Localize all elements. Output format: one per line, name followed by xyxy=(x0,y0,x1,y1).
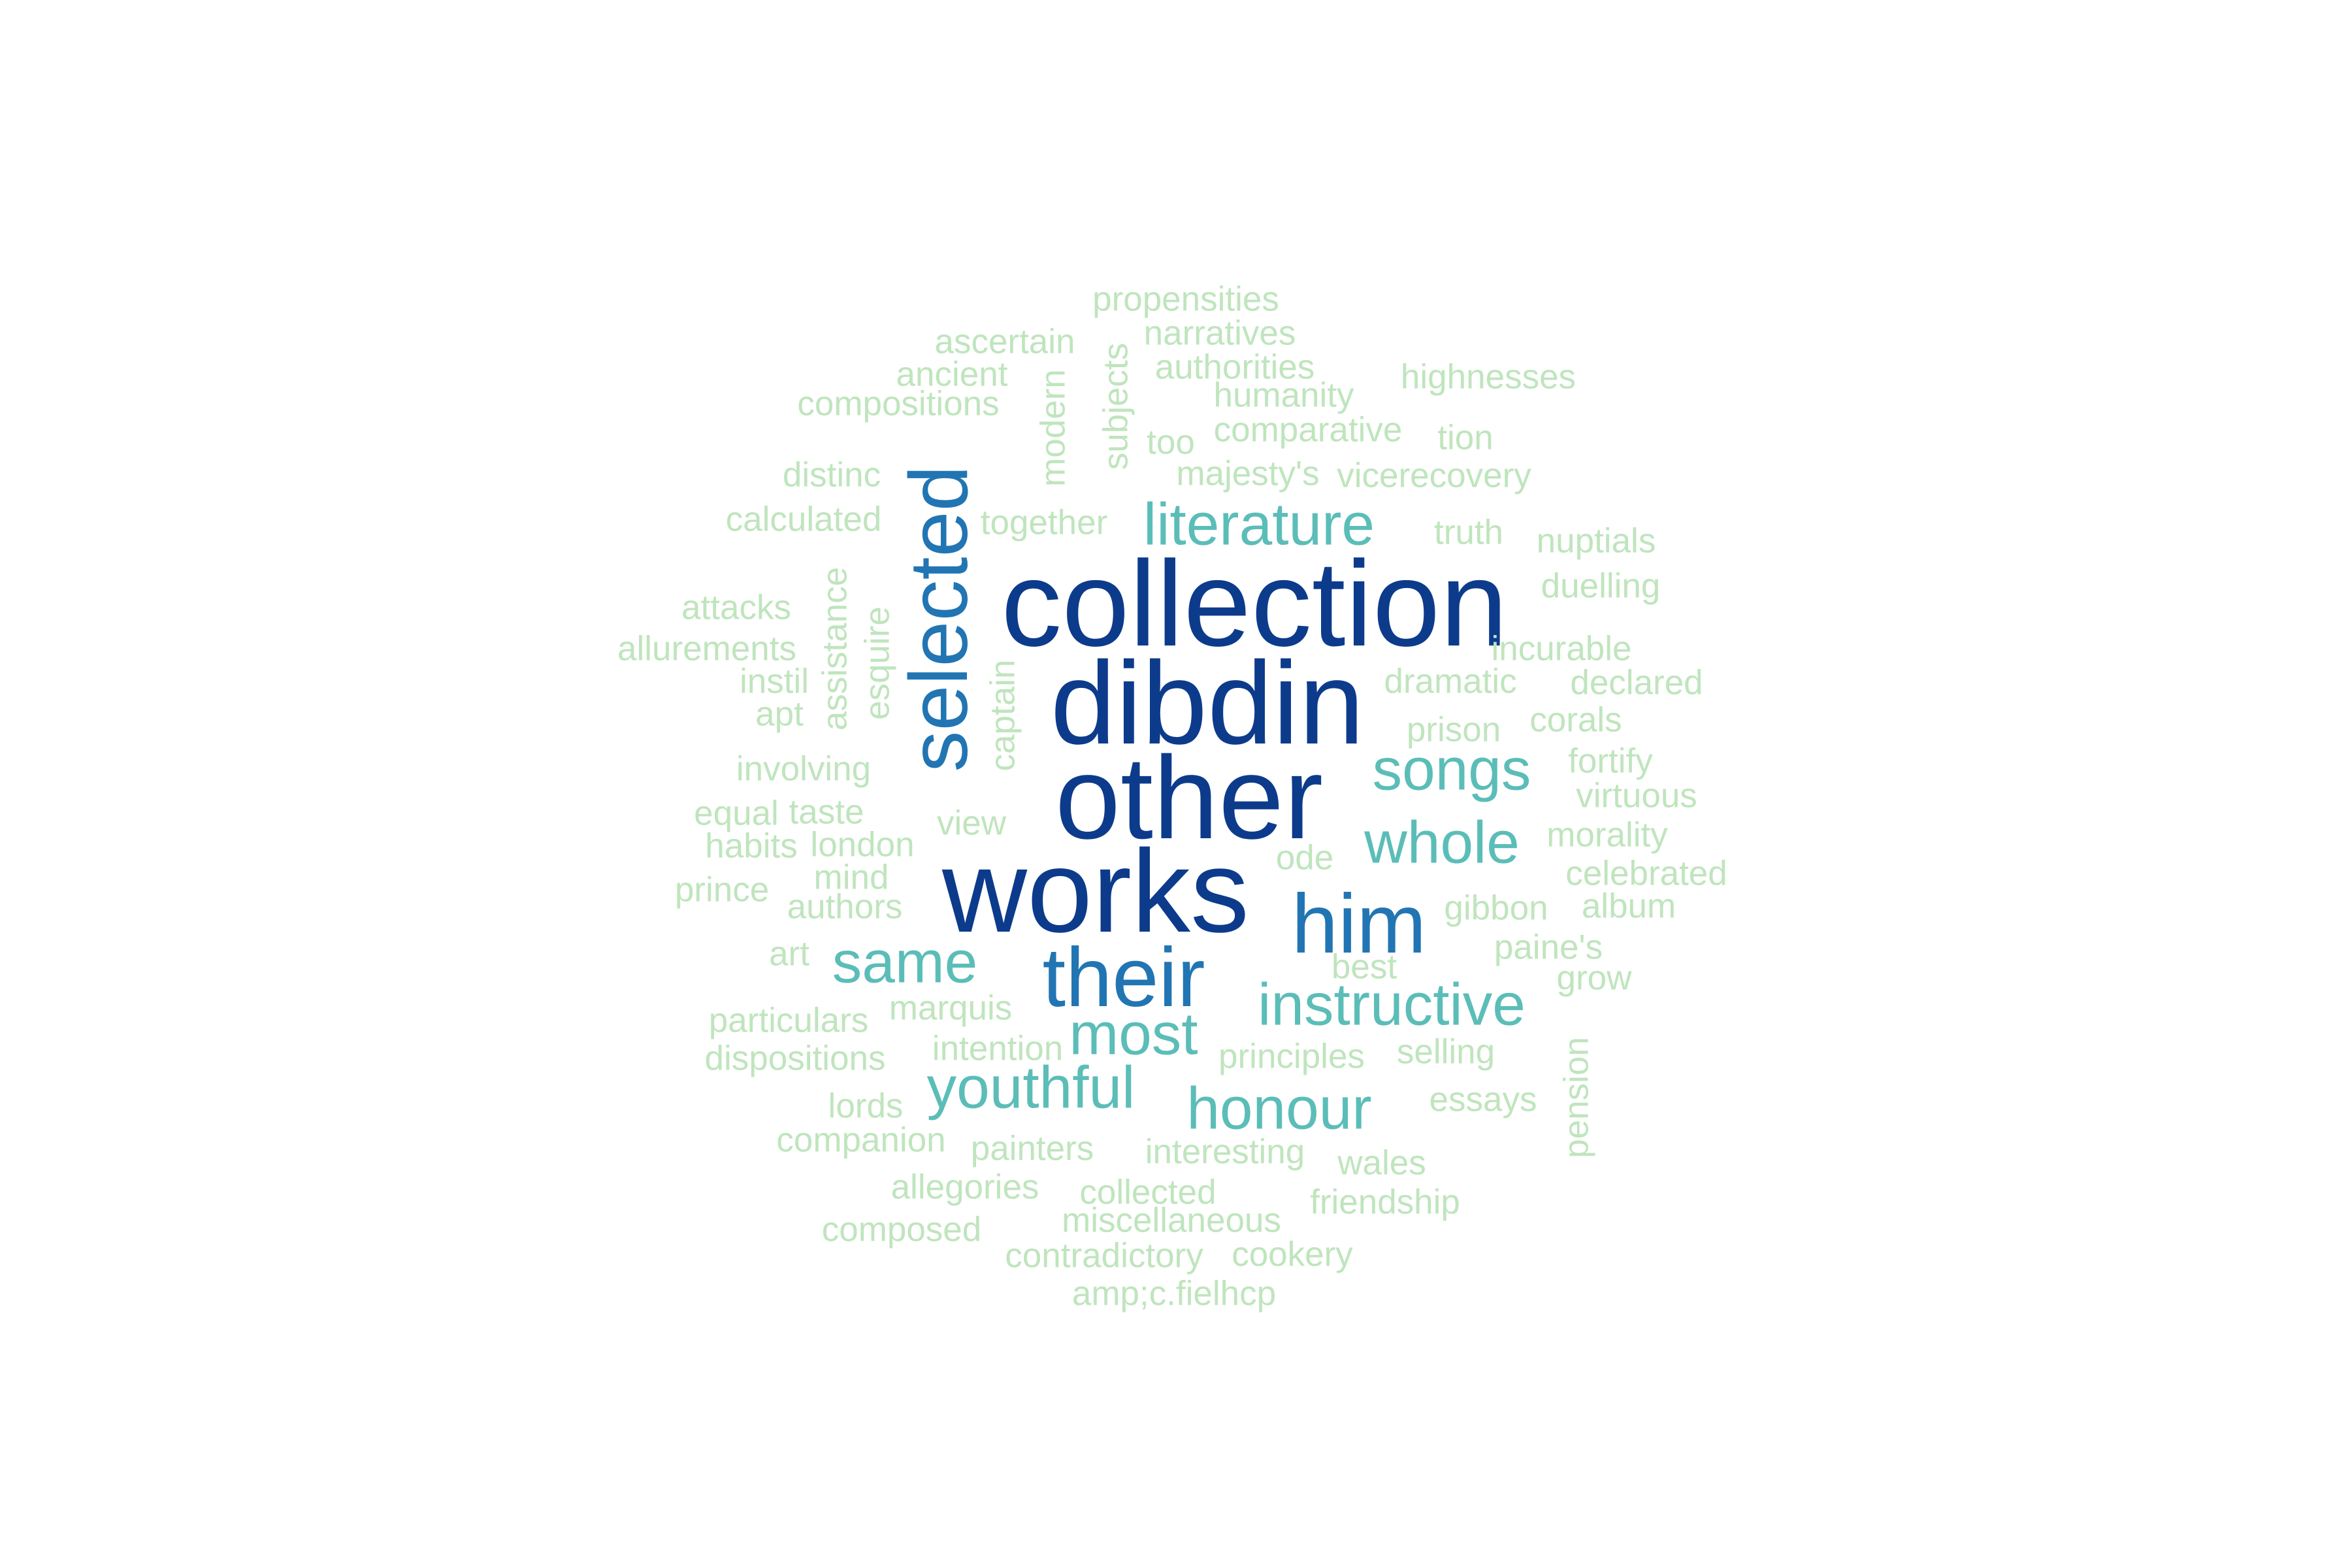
word: collected xyxy=(1079,1173,1217,1212)
word: their xyxy=(1042,931,1205,1024)
word: honour xyxy=(1186,1075,1372,1142)
word: involving xyxy=(736,749,872,789)
word: london xyxy=(810,825,915,864)
word: celebrated xyxy=(1565,854,1727,893)
word: friendship xyxy=(1310,1183,1460,1222)
word: humanity xyxy=(1213,376,1354,415)
word: interesting xyxy=(1145,1132,1305,1171)
word: apt xyxy=(755,694,804,734)
word: amp;c.fielhcp xyxy=(1071,1274,1277,1313)
word: view xyxy=(936,804,1007,843)
word: selected xyxy=(892,465,985,772)
word: works xyxy=(941,826,1250,957)
word: truth xyxy=(1433,513,1504,552)
word: corals xyxy=(1529,700,1622,740)
word: attacks xyxy=(681,588,791,627)
word: lords xyxy=(828,1086,904,1126)
word: authors xyxy=(787,887,903,926)
word: equal xyxy=(694,794,779,833)
word: ancient xyxy=(896,355,1008,394)
word: comparative xyxy=(1213,410,1403,449)
word: habits xyxy=(705,826,798,866)
word: distinc xyxy=(782,455,881,495)
word: album xyxy=(1581,887,1676,926)
word: highnesses xyxy=(1400,357,1576,397)
word: duelling xyxy=(1541,566,1661,606)
word: esquire xyxy=(858,606,897,720)
word: majesty's xyxy=(1176,454,1320,493)
word: dispositions xyxy=(704,1039,886,1078)
word: pension xyxy=(1557,1037,1596,1158)
word: most xyxy=(1069,1001,1198,1068)
word: instructive xyxy=(1258,972,1526,1038)
word: allurements xyxy=(617,629,796,668)
word: narratives xyxy=(1143,314,1296,353)
word: art xyxy=(769,934,809,973)
word: assistance xyxy=(815,566,855,731)
word: propensities xyxy=(1092,280,1279,319)
word: ode xyxy=(1275,838,1334,877)
word: calculated xyxy=(725,500,882,539)
word: tion xyxy=(1437,418,1494,457)
word: dramatic xyxy=(1384,662,1517,701)
word: whole xyxy=(1364,809,1520,876)
word: songs xyxy=(1372,736,1531,803)
word: prison xyxy=(1406,710,1501,749)
word: best xyxy=(1331,947,1397,987)
word: subjects xyxy=(1096,342,1135,470)
word: prince xyxy=(674,870,770,909)
word: gibbon xyxy=(1444,889,1548,928)
word: essays xyxy=(1429,1080,1537,1119)
word: youthful xyxy=(926,1054,1135,1121)
word: grow xyxy=(1556,958,1632,998)
word: declared xyxy=(1570,663,1703,702)
word: companion xyxy=(776,1120,946,1160)
word: compositions xyxy=(797,384,1000,423)
word: vicerecovery xyxy=(1337,456,1531,495)
word: composed xyxy=(821,1210,982,1249)
word: too xyxy=(1147,423,1195,462)
word: intention xyxy=(932,1029,1064,1068)
word: together xyxy=(980,503,1108,542)
word: him xyxy=(1291,877,1427,971)
word: marquis xyxy=(889,988,1013,1028)
word: taste xyxy=(789,792,864,832)
word: selling xyxy=(1396,1032,1495,1071)
word: modern xyxy=(1034,369,1073,487)
word: collection xyxy=(1001,536,1508,672)
word: particulars xyxy=(708,1001,869,1040)
word: dibdin xyxy=(1050,638,1365,769)
word: other xyxy=(1054,732,1324,864)
word: principles xyxy=(1218,1037,1365,1076)
word: ascertain xyxy=(934,322,1075,361)
word: nuptials xyxy=(1536,521,1656,561)
word: mind xyxy=(813,858,889,897)
word: cookery xyxy=(1232,1235,1353,1274)
word: wales xyxy=(1337,1143,1426,1183)
word: literature xyxy=(1143,491,1375,558)
word: painters xyxy=(970,1129,1094,1168)
word: morality xyxy=(1546,815,1668,855)
word: same xyxy=(832,929,978,996)
word: virtuous xyxy=(1576,776,1697,815)
word: captain xyxy=(983,659,1022,772)
word: instil xyxy=(739,662,809,701)
word: incurable xyxy=(1491,629,1632,668)
word: paine's xyxy=(1494,928,1603,967)
word: miscellaneous xyxy=(1062,1201,1281,1240)
word: contradictory xyxy=(1005,1236,1203,1275)
word: allegories xyxy=(890,1168,1039,1207)
word: fortify xyxy=(1568,742,1653,781)
word: authorities xyxy=(1154,348,1315,387)
